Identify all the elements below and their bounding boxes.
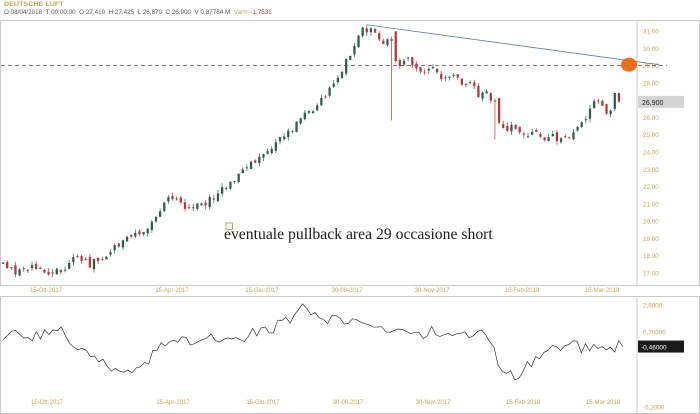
svg-text:22.00: 22.00 — [643, 184, 659, 191]
svg-text:30.00: 30.00 — [643, 46, 659, 53]
svg-text:17.00: 17.00 — [643, 271, 659, 278]
svg-text:28.00: 28.00 — [643, 80, 659, 87]
svg-text:31.00: 31.00 — [643, 29, 659, 36]
svg-text:26.00: 26.00 — [643, 115, 659, 122]
svg-text:-5,2000: -5,2000 — [643, 405, 665, 412]
svg-text:24.00: 24.00 — [643, 150, 659, 157]
svg-text:23.00: 23.00 — [643, 167, 659, 174]
svg-text:19.00: 19.00 — [643, 236, 659, 243]
svg-text:20.00: 20.00 — [643, 219, 659, 226]
svg-text:25.00: 25.00 — [643, 132, 659, 139]
svg-text:eventuale pullback area 29 occ: eventuale pullback area 29 occasione sho… — [224, 226, 493, 243]
svg-text:21.00: 21.00 — [643, 201, 659, 208]
svg-text:18.00: 18.00 — [643, 253, 659, 260]
svg-text:0,70000: 0,70000 — [643, 329, 666, 336]
svg-text:-0,46000: -0,46000 — [641, 345, 667, 352]
svg-text:26,900: 26,900 — [642, 100, 664, 107]
svg-text:2,8000: 2,8000 — [643, 303, 663, 310]
